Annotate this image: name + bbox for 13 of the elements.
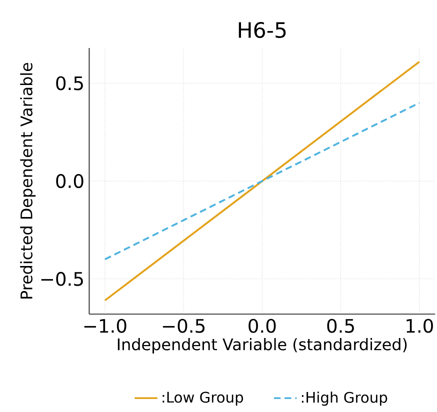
x-tick-label: −0.5: [162, 318, 205, 333]
x-axis-title: Independent Variable (standardized): [118, 338, 407, 354]
legend-label: :High Group: [302, 392, 388, 406]
chart-title: H6-5: [238, 22, 286, 38]
y-tick-label: 0.0: [56, 174, 84, 188]
y-axis-title: Predicted Dependent Variable: [20, 62, 36, 298]
x-tick-label: 1.0: [406, 318, 433, 333]
x-tick-label: −1.0: [84, 318, 126, 333]
x-tick-label: 0.5: [327, 318, 354, 333]
y-tick-label: −0.5: [41, 272, 83, 286]
x-tick-label: 0.0: [248, 318, 276, 333]
y-tick-label: 0.5: [56, 76, 83, 90]
legend-label: :Low Group: [162, 392, 244, 406]
